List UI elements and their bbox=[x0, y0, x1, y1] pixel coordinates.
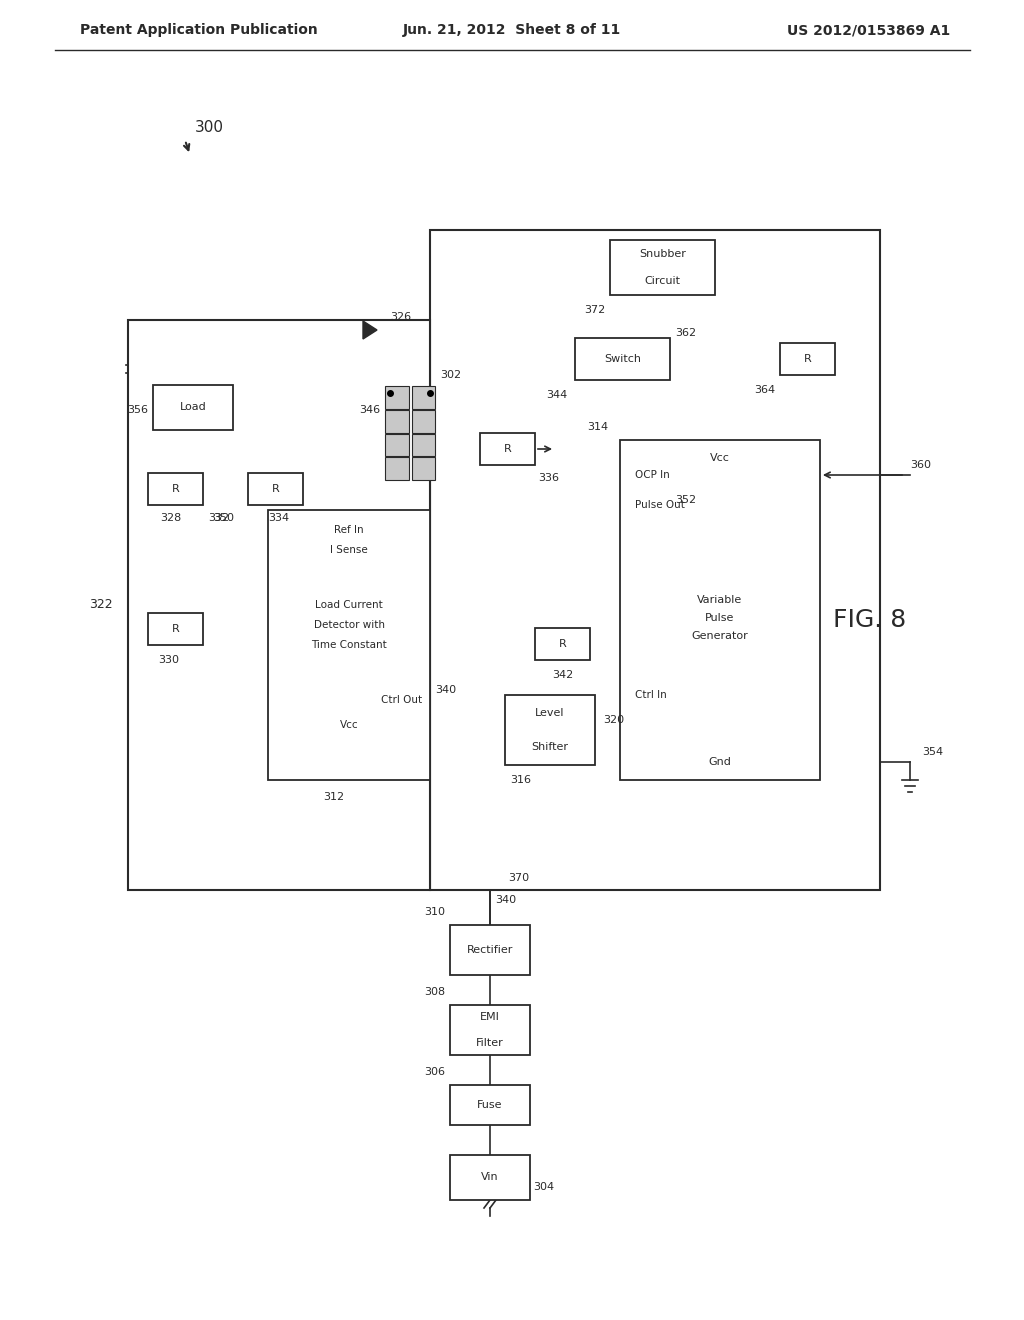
Text: 302: 302 bbox=[440, 370, 461, 380]
Text: Rectifier: Rectifier bbox=[467, 945, 513, 954]
Text: Generator: Generator bbox=[691, 631, 749, 642]
Text: Shifter: Shifter bbox=[531, 742, 568, 752]
Text: 326: 326 bbox=[390, 312, 411, 322]
Bar bbox=[450, 1005, 530, 1055]
Text: Vcc: Vcc bbox=[340, 719, 358, 730]
Text: Snubber: Snubber bbox=[639, 248, 686, 259]
Text: Gnd: Gnd bbox=[709, 756, 731, 767]
Text: 362: 362 bbox=[675, 327, 696, 338]
Text: 350: 350 bbox=[213, 513, 234, 523]
Text: 306: 306 bbox=[424, 1067, 445, 1077]
Text: 344: 344 bbox=[546, 389, 567, 400]
Bar bbox=[450, 925, 530, 975]
Polygon shape bbox=[362, 321, 377, 339]
Text: R: R bbox=[559, 639, 566, 649]
Text: Jun. 21, 2012  Sheet 8 of 11: Jun. 21, 2012 Sheet 8 of 11 bbox=[402, 22, 622, 37]
Text: 316: 316 bbox=[510, 775, 531, 785]
Text: 336: 336 bbox=[538, 473, 559, 483]
Bar bbox=[480, 433, 535, 465]
Text: Ctrl Out: Ctrl Out bbox=[381, 696, 422, 705]
Bar bbox=[412, 457, 435, 480]
Text: 352: 352 bbox=[675, 495, 696, 506]
Text: Ref In: Ref In bbox=[334, 525, 364, 535]
Bar bbox=[148, 612, 203, 645]
Bar bbox=[412, 409, 435, 433]
Text: 322: 322 bbox=[89, 598, 113, 611]
Text: 354: 354 bbox=[922, 747, 943, 756]
Text: Switch: Switch bbox=[604, 354, 641, 364]
Text: Vcc: Vcc bbox=[710, 453, 730, 463]
Text: Circuit: Circuit bbox=[644, 276, 681, 286]
Text: 328: 328 bbox=[161, 513, 181, 523]
Text: 312: 312 bbox=[323, 792, 344, 803]
Bar bbox=[430, 230, 880, 890]
Text: Ctrl In: Ctrl In bbox=[635, 690, 667, 700]
Text: US 2012/0153869 A1: US 2012/0153869 A1 bbox=[786, 22, 950, 37]
Bar bbox=[450, 1085, 530, 1125]
Text: Filter: Filter bbox=[476, 1038, 504, 1048]
Bar bbox=[385, 385, 409, 409]
Bar bbox=[148, 473, 203, 506]
Text: 340: 340 bbox=[495, 895, 516, 906]
Bar bbox=[575, 338, 670, 380]
Text: 370: 370 bbox=[508, 873, 529, 883]
Bar bbox=[248, 473, 303, 506]
Text: 340: 340 bbox=[435, 685, 456, 696]
Text: 314: 314 bbox=[587, 422, 608, 432]
Text: Patent Application Publication: Patent Application Publication bbox=[80, 22, 317, 37]
Text: 342: 342 bbox=[552, 671, 573, 680]
Text: Detector with: Detector with bbox=[313, 620, 384, 630]
Bar bbox=[780, 343, 835, 375]
Bar bbox=[153, 385, 233, 430]
Text: 332: 332 bbox=[208, 513, 229, 523]
Text: OCP In: OCP In bbox=[635, 470, 670, 480]
Bar bbox=[412, 433, 435, 457]
Text: FIG. 8: FIG. 8 bbox=[834, 609, 906, 632]
Text: Fuse: Fuse bbox=[477, 1100, 503, 1110]
Text: Time Constant: Time Constant bbox=[311, 640, 387, 649]
Text: Pulse Out: Pulse Out bbox=[635, 500, 685, 510]
Text: R: R bbox=[271, 484, 280, 494]
Text: 300: 300 bbox=[195, 120, 224, 135]
Text: EMI: EMI bbox=[480, 1012, 500, 1023]
Text: 364: 364 bbox=[754, 385, 775, 395]
Text: I Sense: I Sense bbox=[330, 545, 368, 554]
Text: 304: 304 bbox=[534, 1181, 554, 1192]
Text: 330: 330 bbox=[158, 655, 179, 665]
Text: 360: 360 bbox=[910, 459, 931, 470]
Bar bbox=[385, 457, 409, 480]
Text: Load: Load bbox=[179, 403, 207, 412]
Text: 320: 320 bbox=[603, 715, 624, 725]
Text: Level: Level bbox=[536, 708, 565, 718]
Text: 308: 308 bbox=[424, 987, 445, 997]
Text: Load Current: Load Current bbox=[315, 601, 383, 610]
Text: 310: 310 bbox=[424, 907, 445, 917]
Bar bbox=[610, 240, 715, 294]
Bar bbox=[505, 696, 595, 766]
Text: R: R bbox=[804, 354, 811, 364]
Bar bbox=[128, 319, 430, 890]
Text: R: R bbox=[172, 624, 179, 634]
Bar bbox=[620, 440, 820, 780]
Text: 356: 356 bbox=[127, 405, 148, 414]
Text: 334: 334 bbox=[268, 513, 289, 523]
Bar bbox=[385, 433, 409, 457]
Text: Variable: Variable bbox=[697, 595, 742, 605]
Bar bbox=[385, 409, 409, 433]
Text: R: R bbox=[504, 444, 511, 454]
Text: Vin: Vin bbox=[481, 1172, 499, 1183]
Bar bbox=[412, 385, 435, 409]
Bar bbox=[268, 510, 430, 780]
Text: 346: 346 bbox=[358, 405, 380, 414]
Text: 372: 372 bbox=[584, 305, 605, 315]
Text: R: R bbox=[172, 484, 179, 494]
Bar bbox=[450, 1155, 530, 1200]
Text: Pulse: Pulse bbox=[706, 612, 734, 623]
Bar bbox=[535, 628, 590, 660]
